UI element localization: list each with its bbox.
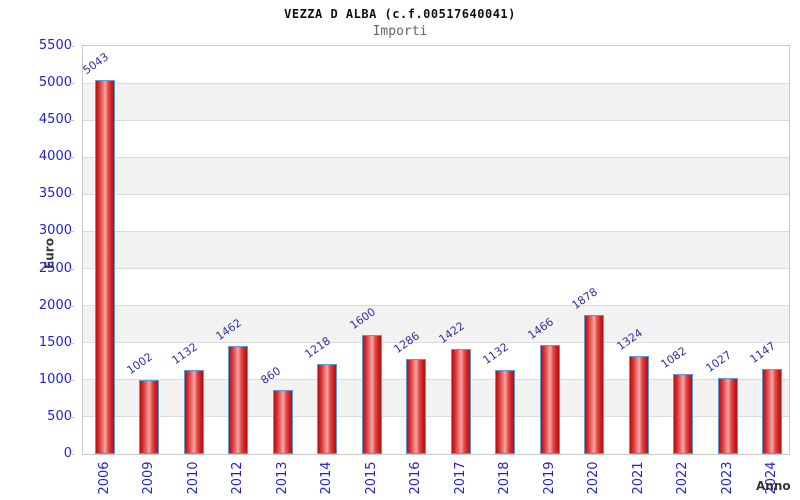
y-tick-label: 1000 [38, 371, 72, 387]
bar [272, 390, 293, 454]
bar [139, 379, 159, 454]
plot-band [83, 157, 789, 195]
y-tick-mark [69, 46, 74, 47]
bar [539, 345, 560, 454]
bar [495, 370, 515, 454]
plot-band [83, 83, 789, 121]
plot-band [83, 268, 789, 306]
x-tick-label: 2020 [586, 461, 601, 495]
x-tick-label: 2024 [764, 461, 779, 495]
plot-band [83, 194, 789, 232]
x-tick-label: 2018 [497, 461, 512, 495]
y-tick-label: 1500 [38, 334, 72, 350]
x-tick-label: 2022 [675, 461, 690, 495]
y-tick-label: 5000 [38, 75, 72, 91]
y-tick-label: 4500 [38, 112, 72, 128]
y-tick-label: 3000 [38, 223, 72, 239]
gridline [83, 268, 789, 270]
x-tick-label: 2009 [141, 461, 156, 495]
x-tick-label: 2014 [319, 461, 334, 495]
chart-subtitle: Importi [372, 24, 428, 39]
y-tick-mark [69, 157, 74, 159]
x-tick-label: 2017 [452, 461, 468, 495]
y-tick-label: 3500 [38, 186, 72, 202]
bar [183, 370, 204, 454]
y-tick-label: 0 [63, 446, 72, 461]
gridline [83, 379, 789, 381]
bar [94, 79, 115, 454]
x-tick-label: 2015 [363, 461, 379, 495]
x-tick-label: 2013 [274, 461, 290, 495]
y-tick-mark [69, 454, 74, 455]
bar [717, 377, 738, 454]
gridline [83, 119, 789, 121]
plot-area: 5043 1002 1132 1462 860 1218 1600 1286 1422 1132 1… [80, 45, 790, 455]
x-tick-label: 2010 [185, 461, 201, 495]
y-tick-mark [69, 305, 74, 307]
bar [228, 345, 248, 454]
y-tick-label: 500 [47, 408, 72, 424]
y-tick-mark [69, 342, 74, 344]
y-tick-label: 4000 [38, 149, 72, 165]
y-tick-label: 2000 [38, 297, 72, 313]
x-axis-title: Anno [756, 479, 791, 493]
y-tick-mark [69, 120, 74, 122]
gridline [83, 416, 789, 418]
plot-band [83, 46, 789, 84]
y-tick-mark [69, 194, 74, 196]
plot-band [83, 305, 789, 343]
plot-band [83, 120, 789, 158]
x-tick-label: 2023 [719, 461, 735, 495]
bar [406, 358, 426, 454]
bar [450, 348, 471, 454]
x-tick-label: 2006 [96, 461, 112, 495]
bar [361, 335, 382, 454]
x-tick-label: 2021 [630, 461, 646, 495]
bar [628, 355, 649, 454]
gridline [83, 82, 789, 84]
y-tick-mark [69, 379, 74, 381]
bar [673, 373, 693, 454]
y-tick-label: 5500 [38, 38, 72, 53]
y-tick-mark [69, 268, 74, 270]
gridline [83, 193, 789, 195]
gridline [83, 156, 789, 158]
gridline [83, 305, 789, 307]
bar [584, 314, 604, 454]
x-tick-label: 2019 [541, 461, 557, 495]
y-tick-mark [69, 231, 74, 233]
plot-band [83, 231, 789, 269]
x-tick-label: 2016 [408, 461, 423, 495]
x-tick-label: 2012 [230, 461, 245, 495]
y-tick-mark [69, 83, 74, 85]
chart-title: VEZZA D ALBA (c.f.00517640041) [284, 7, 516, 21]
bar [317, 363, 337, 454]
gridline [83, 342, 789, 344]
gridline [83, 230, 789, 232]
y-tick-label: 2500 [38, 260, 72, 276]
bar [762, 368, 782, 454]
y-tick-mark [69, 416, 74, 418]
